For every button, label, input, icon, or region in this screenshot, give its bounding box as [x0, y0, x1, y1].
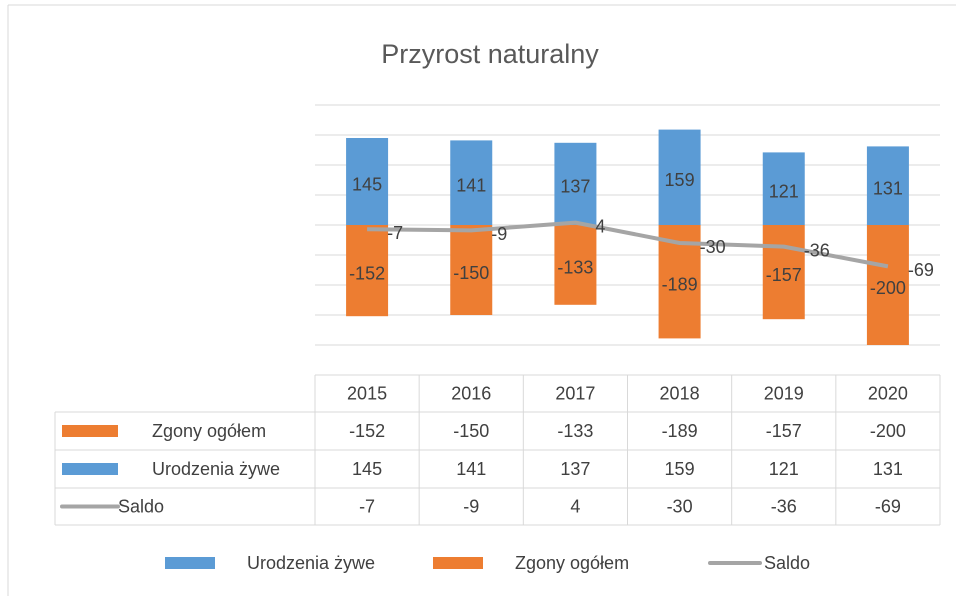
- table-cell: 141: [456, 459, 486, 479]
- table-header: 2016: [451, 383, 491, 403]
- table-cell: 131: [873, 459, 903, 479]
- legend-key: [62, 425, 118, 437]
- legend-key: [433, 557, 483, 569]
- bar: [762, 225, 805, 320]
- bar: [450, 225, 493, 315]
- data-label: 121: [769, 181, 799, 201]
- table-header: 2019: [764, 383, 804, 403]
- table-cell: 145: [352, 459, 382, 479]
- data-label: 159: [665, 170, 695, 190]
- table-row-label: Saldo: [118, 496, 164, 516]
- data-label: -157: [766, 265, 802, 285]
- table-header: 2015: [347, 383, 387, 403]
- legend-key: [62, 463, 118, 475]
- bar: [762, 152, 805, 225]
- table-cell: -152: [349, 421, 385, 441]
- table-cell: 121: [769, 459, 799, 479]
- table-cell: -189: [662, 421, 698, 441]
- table-cell: -157: [766, 421, 802, 441]
- table-cell: -30: [667, 496, 693, 516]
- table-cell: -69: [875, 496, 901, 516]
- bar: [554, 142, 597, 225]
- table-header: 2017: [555, 383, 595, 403]
- table-header: 2020: [868, 383, 908, 403]
- data-label: -9: [491, 224, 507, 244]
- table-cell: -7: [359, 496, 375, 516]
- data-label: -7: [387, 223, 403, 243]
- table-cell: -200: [870, 421, 906, 441]
- data-label: 4: [595, 216, 605, 236]
- table-row-label: Urodzenia żywe: [152, 459, 280, 479]
- data-label: -36: [804, 240, 830, 260]
- bar: [866, 225, 909, 345]
- data-label: -30: [700, 237, 726, 257]
- data-label: -69: [908, 260, 934, 280]
- data-label: -152: [349, 263, 385, 283]
- data-label: 145: [352, 174, 382, 194]
- table-cell: 4: [570, 496, 580, 516]
- data-label: -150: [453, 263, 489, 283]
- chart-title: Przyrost naturalny: [381, 39, 599, 69]
- data-label: 131: [873, 178, 903, 198]
- table-header: 2018: [660, 383, 700, 403]
- bar: [346, 138, 389, 225]
- table-cell: -150: [453, 421, 489, 441]
- legend-label: Urodzenia żywe: [247, 553, 375, 573]
- legend-label: Saldo: [764, 553, 810, 573]
- data-label: -189: [662, 274, 698, 294]
- bar: [866, 146, 909, 225]
- table-cell: -9: [463, 496, 479, 516]
- bar: [346, 225, 389, 317]
- bar: [450, 140, 493, 225]
- bar: [658, 129, 701, 225]
- table-cell: -36: [771, 496, 797, 516]
- table-cell: 159: [665, 459, 695, 479]
- data-label: 141: [456, 175, 486, 195]
- bar: [554, 225, 597, 305]
- data-label: 137: [560, 177, 590, 197]
- data-label: -200: [870, 278, 906, 298]
- data-label: -133: [557, 258, 593, 278]
- table-cell: 137: [560, 459, 590, 479]
- table-cell: -133: [557, 421, 593, 441]
- legend-label: Zgony ogółem: [515, 553, 629, 573]
- table-row-label: Zgony ogółem: [152, 421, 266, 441]
- line: [367, 220, 889, 269]
- legend-key: [165, 557, 215, 569]
